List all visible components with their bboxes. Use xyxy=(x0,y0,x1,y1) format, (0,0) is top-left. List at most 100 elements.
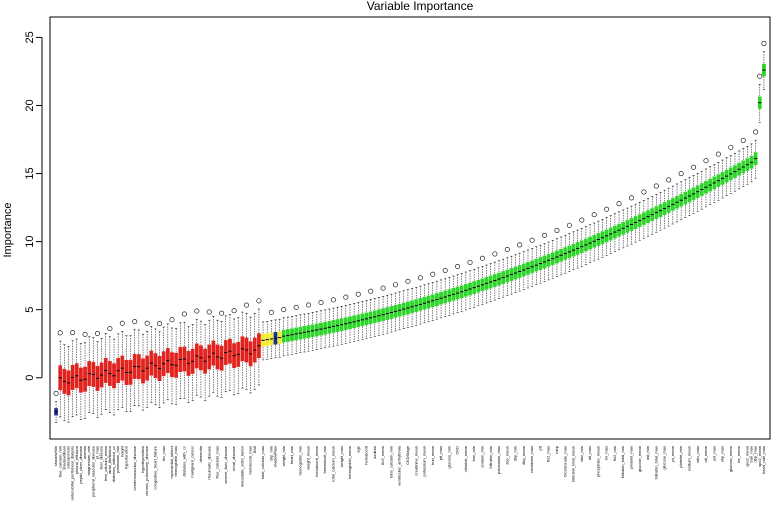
x-tick-label: metastatic_solid_tumor xyxy=(239,445,244,487)
x-tick-label: potassium_min xyxy=(115,446,120,473)
x-tick-label: inr_mean xyxy=(736,446,741,463)
outlier xyxy=(94,331,100,337)
outlier xyxy=(393,282,399,288)
x-tick-label: rheumatic_disease xyxy=(206,445,211,479)
x-tick-label: CKD xyxy=(455,446,460,455)
x-tick-label: chloride_mean xyxy=(463,446,468,472)
x-tick-label: fio2_max xyxy=(546,446,551,462)
outlier xyxy=(57,330,63,336)
x-tick-label: total_calcium_mean xyxy=(330,446,335,482)
x-tick-label: cerebrovascular_disease xyxy=(132,445,137,490)
x-tick-label: hypertension xyxy=(124,446,129,469)
x-tick-label: weight_max xyxy=(339,446,344,467)
x-tick-label: weight_mean xyxy=(306,446,311,470)
y-tick-label: 20 xyxy=(24,99,36,111)
x-tick-label: diabetes_without_cc xyxy=(111,446,116,482)
outlier xyxy=(157,321,163,327)
x-tick-label: malignant_cancer xyxy=(190,445,195,477)
y-tick-label: 15 xyxy=(24,167,36,179)
outlier xyxy=(529,237,535,243)
x-tick-label: total_calcium_max xyxy=(260,446,265,479)
outlier xyxy=(70,330,76,336)
x-tick-label: free_calcium_max xyxy=(215,446,220,478)
outlier xyxy=(467,259,473,265)
boxplot-series xyxy=(53,41,767,423)
x-tick-label: diabetes_with_cc xyxy=(181,446,186,477)
y-tick-label: 5 xyxy=(24,307,36,313)
y-axis: 0 5 10 15 20 25 xyxy=(24,31,43,381)
x-tick-label: hematocrit_min xyxy=(322,446,327,473)
outlier xyxy=(343,294,349,300)
x-tick-label: pleural_effusion xyxy=(74,446,79,474)
outlier xyxy=(293,304,299,310)
outlier xyxy=(355,291,361,297)
outlier xyxy=(703,158,709,164)
x-tick-label: platelet_max xyxy=(629,446,634,469)
outlier xyxy=(53,390,59,396)
x-tick-label: atrial_fibrillation xyxy=(107,446,112,474)
x-tick-label: heart_rate xyxy=(289,445,294,464)
x-tick-label: shadowMean xyxy=(61,446,66,470)
outlier xyxy=(256,298,262,304)
outlier xyxy=(231,308,237,314)
outlier xyxy=(566,222,572,228)
x-tick-label: inr_max xyxy=(604,446,609,460)
x-tick-label: bilirubin_total_max xyxy=(653,446,658,479)
outlier xyxy=(757,73,763,79)
x-tick-label: dbp_mean xyxy=(521,446,526,465)
x-tick-label: height xyxy=(119,445,124,457)
x-tick-label: hematocrit_max xyxy=(248,446,253,474)
outlier xyxy=(144,320,150,326)
x-tick-label: ast_max xyxy=(711,446,716,461)
outlier xyxy=(517,242,523,248)
x-tick-label: severe_liver_disease xyxy=(223,445,228,483)
x-tick-label: fio2_min xyxy=(612,446,617,461)
x-tick-label: hypothyroidism xyxy=(140,445,145,473)
outlier xyxy=(691,164,697,170)
outlier xyxy=(417,275,423,281)
x-tick-label: antecubital_peritoneal_dialysis xyxy=(70,446,75,500)
x-tick-label: sbp_mean xyxy=(504,446,509,465)
x-tick-label: spo2_mean xyxy=(744,446,749,467)
outlier xyxy=(761,41,767,47)
y-tick-label: 0 xyxy=(24,375,36,381)
x-tick-label: potassium_mean xyxy=(422,446,427,476)
x-tick-label: bun_mean xyxy=(430,446,435,465)
x-tick-label: creatinine_mean xyxy=(413,446,418,476)
x-tick-label: mbp xyxy=(554,445,559,454)
outlier xyxy=(380,285,386,291)
x-tick-label: bilirubin_total_mean xyxy=(571,446,576,482)
x-tick-label: BMI xyxy=(252,446,257,453)
x-tick-label: wbc_max xyxy=(695,446,700,463)
x-tick-label: alt_max xyxy=(587,446,592,460)
x-tick-label: sodium xyxy=(372,445,377,459)
x-tick-label: heart_rate_max xyxy=(761,446,766,474)
outlier xyxy=(616,201,622,207)
y-axis-label: Importance xyxy=(2,202,14,257)
outlier xyxy=(653,183,659,189)
outlier xyxy=(641,189,647,195)
outlier xyxy=(169,317,175,323)
x-tick-label: total_calcium_min xyxy=(388,446,393,478)
x-tick-label: osteoporosis xyxy=(66,446,71,469)
x-tick-label: dementia xyxy=(198,445,203,462)
x-tick-label: glucose_max xyxy=(662,446,667,470)
x-tick-label: wbc_min xyxy=(579,446,584,462)
x-tick-label: hematocrit xyxy=(364,445,369,465)
x-tick-label: ast_min xyxy=(645,446,650,460)
x-tick-label: peripheral_vascular_disease xyxy=(90,445,95,497)
outlier xyxy=(219,310,225,316)
outlier xyxy=(455,263,461,269)
x-tick-label: CKDStage xyxy=(405,445,410,465)
x-tick-label: spo2_mean xyxy=(757,446,762,467)
x-tick-label: hemoglobin_min xyxy=(297,446,302,475)
x-tick-label: hematocrit_mean xyxy=(314,446,319,477)
outlier xyxy=(330,297,336,303)
x-tick-label: hemoglobin_mean xyxy=(347,446,352,479)
y-tick-label: 25 xyxy=(24,31,36,43)
x-tick-label: shadowMin xyxy=(53,446,58,466)
x-tick-label: potassium_max xyxy=(496,446,501,474)
x-tick-label: rbc_max xyxy=(161,446,166,461)
x-tick-label: pt_max xyxy=(95,446,100,459)
